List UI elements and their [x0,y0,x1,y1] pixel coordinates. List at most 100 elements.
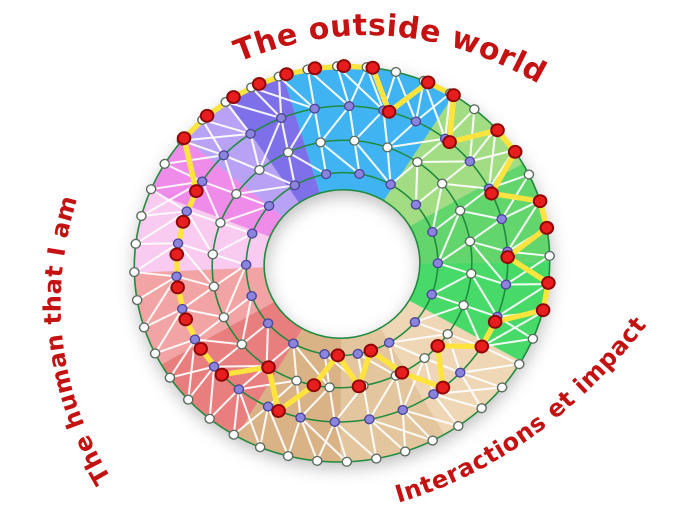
white-node [442,328,453,340]
mesh-line [319,141,361,175]
mesh-line [299,386,331,419]
mesh-line [441,182,491,190]
red-node [214,367,230,382]
mesh-line [299,416,319,462]
mesh-line [319,105,351,144]
red-node [532,194,548,209]
ring-nodes [129,61,555,467]
red-node [306,378,322,393]
white-node [341,456,353,467]
purple-node [364,414,375,425]
mesh-line [394,374,404,411]
mesh-line [292,342,298,382]
mesh-line [201,118,252,135]
sector-12 [227,75,320,203]
red-node [420,75,436,90]
white-node [149,348,161,359]
mesh-line [154,307,184,355]
mesh-line [353,109,385,142]
purple-node [410,116,422,127]
mesh-line [401,408,434,442]
sector-4 [380,300,521,435]
mesh-line [333,420,348,463]
purple-node [240,259,252,270]
mesh-line [185,210,222,224]
red-node [271,404,286,418]
mesh-line [368,374,397,421]
purple-node [409,317,421,328]
white-node [208,281,220,292]
white-node [207,249,219,260]
mesh-line [240,295,253,346]
white-node [182,394,194,405]
white-node [324,382,335,393]
mesh-line [468,218,503,243]
red-node [490,123,505,138]
white-node [496,382,508,393]
mesh-line [235,192,271,207]
mesh-line [240,322,270,346]
red-node [336,59,352,74]
mesh-line [496,283,550,318]
purple-node [329,416,341,427]
mesh-line [414,92,452,123]
mesh-line [414,161,419,206]
red-node [539,220,555,235]
white-node [129,267,140,278]
purple-node [464,156,476,167]
white-node [464,236,476,247]
mesh-line [287,416,302,458]
white-node [458,300,469,311]
mesh-line [401,408,460,428]
mesh-line [222,154,238,195]
purple-node [263,200,275,211]
mesh-line [267,379,298,408]
mesh-line [316,420,336,462]
sector-11 [184,100,300,217]
mesh-line [299,416,348,463]
mesh-line [430,293,465,307]
mesh-line [211,253,248,266]
mesh-line [401,408,407,453]
white-node [476,403,487,414]
mesh-line [459,187,491,212]
white-node [469,104,480,115]
mesh-line [201,180,238,195]
mesh-line [436,262,473,275]
mesh-line [187,365,216,401]
mesh-line [416,137,447,164]
mesh-line [277,75,316,110]
white-node [453,420,464,432]
mesh-line [468,240,509,253]
mesh-line [237,379,298,391]
mesh-lines [133,65,551,463]
mesh-line [265,322,270,367]
mesh-line [193,316,225,341]
mesh-line [348,66,368,108]
purple-node [432,258,444,269]
mesh-line [258,168,296,187]
white-node [465,268,477,279]
mesh-line [259,405,270,449]
mesh-line [353,139,361,175]
red-node [351,379,367,394]
purple-node [500,279,512,290]
mesh-line [368,418,434,442]
white-node [254,442,266,453]
mesh-line [413,321,449,336]
mesh-line [287,107,316,154]
mesh-line [180,132,252,142]
mesh-line [388,341,426,360]
red-node [226,90,241,105]
mesh-line [224,100,252,135]
purple-node [428,389,439,400]
mesh-line [219,204,271,224]
red-node [487,314,503,329]
red-node [178,312,194,327]
mesh-line [356,352,397,377]
mesh-line [163,154,225,165]
mesh-line [181,285,216,310]
mesh-line [177,242,216,288]
donut-wheel [129,59,556,467]
red-node [189,184,204,199]
